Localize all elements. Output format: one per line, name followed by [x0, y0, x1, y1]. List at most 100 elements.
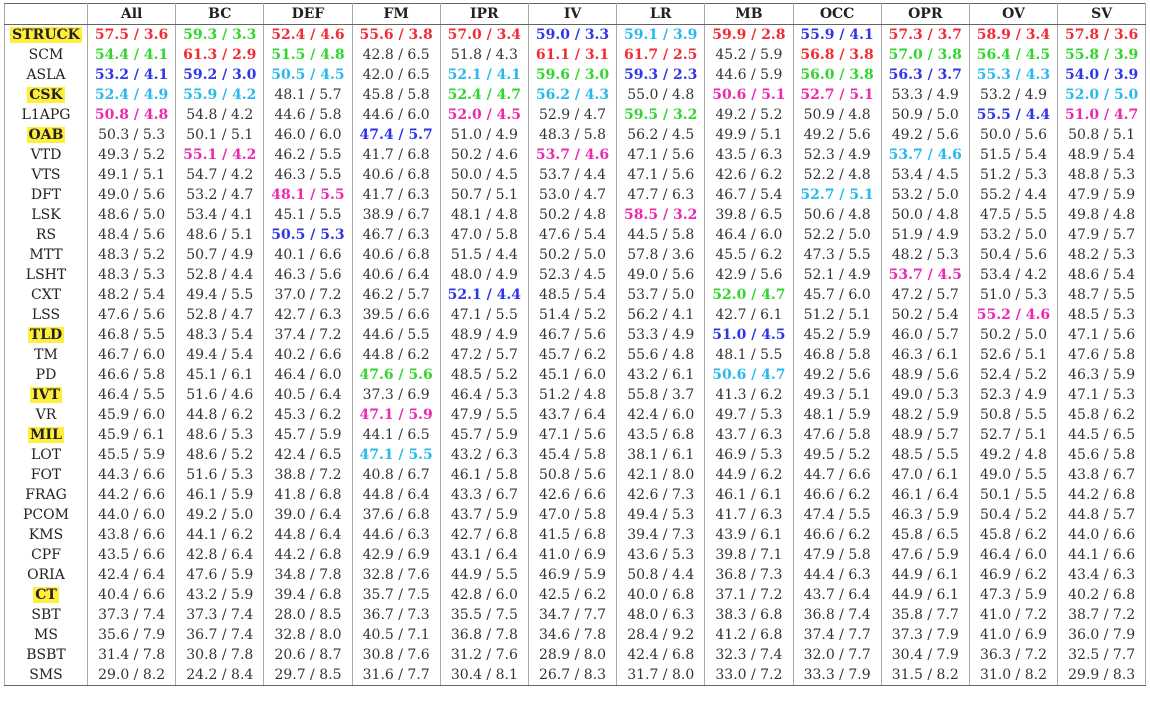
score-value: 47.1 / 5.6	[539, 427, 607, 443]
score-value: 40.2 / 6.6	[274, 347, 342, 363]
score-value: 47.7 / 6.3	[627, 187, 695, 203]
tracker-name-cell: SBT	[4, 605, 88, 625]
score-cell: 48.3 / 5.2	[86, 245, 177, 265]
score-value: 42.4 / 6.8	[627, 647, 695, 663]
score-value: 52.4 / 4.7	[447, 87, 521, 103]
table-row: CXT 48.2 / 5.4 49.4 / 5.5 37.0 / 7.2 46.2 / …	[4, 285, 1147, 305]
score-cell: 61.1 / 3.1	[527, 45, 618, 65]
score-cell: 44.2 / 6.8	[1057, 485, 1147, 505]
score-cell: 57.8 / 3.6	[616, 245, 706, 265]
tracker-name: IVT	[30, 387, 62, 403]
score-cell: 44.6 / 6.3	[351, 525, 441, 545]
score-value: 48.5 / 5.3	[1068, 307, 1136, 323]
tracker-name: BSBT	[26, 647, 66, 663]
score-cell: 46.3 / 5.9	[880, 505, 970, 525]
score-cell: 38.8 / 7.2	[263, 465, 353, 485]
score-cell: 44.7 / 6.6	[792, 465, 882, 485]
score-cell: 48.5 / 5.4	[527, 285, 618, 305]
score-cell: 44.0 / 6.0	[86, 505, 177, 525]
score-cell: 49.7 / 5.3	[704, 405, 794, 425]
score-value: 50.8 / 5.6	[539, 467, 607, 483]
tracker-name-cell: OAB	[4, 125, 88, 145]
score-cell: 48.6 / 5.4	[1057, 265, 1147, 285]
score-value: 48.6 / 5.4	[1068, 267, 1136, 283]
score-value: 48.5 / 5.5	[891, 447, 959, 463]
score-value: 47.1 / 5.5	[359, 447, 433, 463]
score-cell: 41.0 / 7.2	[968, 605, 1059, 625]
score-value: 50.2 / 5.0	[979, 327, 1047, 343]
score-value: 42.6 / 7.3	[627, 487, 695, 503]
score-cell: 50.4 / 5.2	[968, 505, 1059, 525]
score-value: 55.2 / 4.6	[976, 307, 1051, 323]
score-cell: 53.2 / 4.1	[86, 65, 177, 85]
score-value: 29.0 / 8.2	[98, 667, 166, 683]
score-cell: 48.7 / 5.5	[1057, 285, 1147, 305]
score-value: 43.2 / 6.1	[627, 367, 695, 383]
score-value: 36.3 / 7.2	[979, 647, 1047, 663]
score-cell: 55.5 / 4.4	[968, 105, 1059, 125]
score-cell: 51.5 / 4.8	[263, 45, 353, 65]
tracker-name: KMS	[28, 527, 64, 543]
score-value: 48.1 / 5.5	[271, 187, 345, 203]
score-value: 41.0 / 7.2	[979, 607, 1047, 623]
score-value: 55.9 / 4.2	[183, 87, 257, 103]
score-value: 38.3 / 6.8	[715, 607, 783, 623]
score-value: 32.8 / 7.6	[362, 567, 430, 583]
score-value: 53.7 / 4.5	[888, 267, 962, 283]
score-value: 48.5 / 5.2	[450, 367, 518, 383]
score-cell: 30.8 / 7.8	[175, 645, 265, 665]
score-cell: 42.4 / 6.8	[616, 645, 706, 665]
score-cell: 58.5 / 3.2	[616, 205, 706, 225]
score-value: 53.7 / 4.4	[539, 167, 607, 183]
score-value: 33.3 / 7.9	[803, 667, 871, 683]
score-value: 45.1 / 5.5	[274, 207, 342, 223]
tracker-name: TLD	[27, 327, 65, 343]
score-cell: 59.3 / 3.3	[175, 24, 265, 45]
table-row: MIL 45.9 / 6.1 48.6 / 5.3 45.7 / 5.9 44.1 / …	[4, 425, 1147, 445]
tracker-name-cell: SMS	[4, 665, 88, 686]
score-cell: 55.8 / 3.7	[616, 385, 706, 405]
score-value: 30.4 / 7.9	[891, 647, 959, 663]
score-value: 51.5 / 4.4	[450, 247, 518, 263]
score-cell: 42.4 / 6.5	[263, 445, 353, 465]
score-cell: 50.5 / 5.3	[263, 225, 353, 245]
tracker-name: LSS	[31, 307, 61, 323]
score-value: 57.0 / 3.8	[888, 47, 962, 63]
score-cell: 48.1 / 5.5	[704, 345, 794, 365]
score-value: 47.6 / 5.9	[891, 547, 959, 563]
tracker-name: MIL	[28, 427, 64, 443]
score-cell: 49.0 / 5.3	[880, 385, 970, 405]
tracker-name-cell: LOT	[4, 445, 88, 465]
score-value: 44.6 / 6.0	[362, 107, 430, 123]
score-cell: 46.8 / 5.5	[86, 325, 177, 345]
score-value: 56.8 / 3.8	[800, 47, 874, 63]
score-value: 47.6 / 5.4	[539, 227, 607, 243]
score-cell: 47.1 / 5.3	[1057, 385, 1147, 405]
score-cell: 56.0 / 3.8	[792, 65, 882, 85]
score-cell: 46.6 / 6.2	[792, 485, 882, 505]
score-cell: 41.5 / 6.8	[527, 525, 618, 545]
score-value: 47.3 / 5.9	[979, 587, 1047, 603]
score-value: 40.5 / 6.4	[274, 387, 342, 403]
score-value: 56.2 / 4.1	[627, 307, 695, 323]
score-value: 44.2 / 6.8	[274, 547, 342, 563]
score-value: 29.9 / 8.3	[1068, 667, 1136, 683]
score-cell: 55.9 / 4.2	[175, 85, 265, 105]
score-value: 46.2 / 5.5	[274, 147, 342, 163]
score-value: 53.7 / 4.6	[888, 147, 962, 163]
score-cell: 47.6 / 5.4	[527, 225, 618, 245]
score-value: 46.3 / 5.6	[274, 267, 342, 283]
score-value: 39.8 / 6.5	[715, 207, 783, 223]
score-value: 41.8 / 6.8	[274, 487, 342, 503]
tracker-name: DFT	[30, 187, 62, 203]
score-value: 24.2 / 8.4	[186, 667, 254, 683]
score-value: 52.2 / 4.8	[803, 167, 871, 183]
score-value: 40.0 / 6.8	[627, 587, 695, 603]
score-cell: 28.0 / 8.5	[263, 605, 353, 625]
score-value: 55.8 / 3.9	[1064, 47, 1139, 63]
score-value: 49.2 / 5.6	[803, 127, 871, 143]
score-value: 52.1 / 4.4	[447, 287, 521, 303]
score-value: 43.7 / 6.4	[539, 407, 607, 423]
score-cell: 46.4 / 6.0	[263, 365, 353, 385]
score-value: 53.2 / 4.1	[94, 67, 169, 83]
